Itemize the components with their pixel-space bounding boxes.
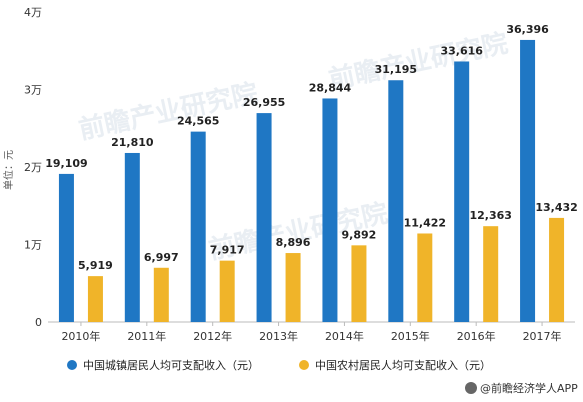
rural-income-bar bbox=[549, 217, 565, 322]
x-tick-label: 2011年 bbox=[127, 329, 166, 343]
watermark-text: 前瞻产业研究院 bbox=[76, 78, 260, 146]
watermark-text: 前瞻产业研究院 bbox=[326, 28, 510, 96]
y-axis-label: 单位：元 bbox=[2, 150, 15, 190]
legend-urban-label: 中国城镇居民人均可支配收入（元） bbox=[83, 358, 259, 372]
rural-value-label: 5,919 bbox=[78, 259, 113, 272]
x-tick-label: 2012年 bbox=[193, 329, 232, 343]
urban-value-label: 36,396 bbox=[506, 23, 549, 36]
y-tick-label: 1万 bbox=[24, 239, 42, 252]
x-tick-label: 2017年 bbox=[523, 329, 562, 343]
urban-value-label: 21,810 bbox=[111, 136, 154, 149]
rural-value-label: 13,432 bbox=[535, 201, 577, 214]
urban-income-bar bbox=[520, 39, 536, 322]
legend: 中国城镇居民人均可支配收入（元） 中国农村居民人均可支配收入（元） bbox=[67, 358, 491, 372]
app-logo-icon bbox=[465, 382, 477, 394]
rural-income-bar bbox=[87, 276, 103, 322]
tick-labels: 0 1万 2万 3万 4万 2010年 2011年 2012年 2013年 2014年 2015年 2… bbox=[24, 6, 562, 343]
rural-value-label: 9,892 bbox=[342, 228, 377, 241]
x-tick-label: 2010年 bbox=[61, 329, 100, 343]
legend-urban-marker bbox=[67, 360, 77, 370]
urban-income-bar bbox=[322, 98, 338, 322]
rural-value-label: 12,363 bbox=[469, 209, 511, 222]
rural-income-bar bbox=[153, 267, 169, 322]
urban-income-bar bbox=[58, 173, 74, 322]
legend-rural-label: 中国农村居民人均可支配收入（元） bbox=[315, 358, 491, 372]
credit-text: @前瞻经济学人APP bbox=[480, 381, 578, 395]
urban-income-bar bbox=[454, 61, 470, 322]
bars bbox=[58, 39, 565, 323]
y-tick-label: 3万 bbox=[24, 84, 42, 97]
rural-value-label: 8,896 bbox=[276, 236, 311, 249]
urban-value-label: 33,616 bbox=[440, 44, 483, 57]
rural-income-bar bbox=[417, 233, 433, 322]
urban-value-label: 19,109 bbox=[45, 157, 87, 170]
credit-group: @前瞻经济学人APP bbox=[465, 381, 578, 395]
rural-value-label: 7,917 bbox=[210, 244, 245, 257]
rural-value-label: 11,422 bbox=[404, 216, 446, 229]
x-tick-label: 2015年 bbox=[391, 329, 430, 343]
urban-value-label: 28,844 bbox=[309, 81, 352, 94]
x-tick-label: 2013年 bbox=[259, 329, 298, 343]
urban-value-label: 31,195 bbox=[375, 63, 417, 76]
x-tick-label: 2016年 bbox=[457, 329, 496, 343]
rural-income-bar bbox=[285, 253, 301, 322]
urban-income-bar bbox=[124, 152, 140, 322]
urban-value-label: 24,565 bbox=[177, 115, 219, 128]
urban-income-bar bbox=[388, 80, 404, 323]
urban-value-label: 26,955 bbox=[243, 96, 285, 109]
legend-rural-marker bbox=[299, 360, 309, 370]
rural-income-bar bbox=[351, 245, 367, 322]
data-labels: 19,109 5,919 21,810 6,997 24,565 7,917 26,955 8… bbox=[45, 23, 578, 272]
rural-income-bar bbox=[219, 260, 235, 322]
x-tick-label: 2014年 bbox=[325, 329, 364, 343]
y-tick-label: 0 bbox=[35, 316, 42, 329]
y-tick-label: 4万 bbox=[24, 6, 42, 19]
urban-income-bar bbox=[256, 113, 272, 322]
urban-income-bar bbox=[190, 131, 206, 322]
rural-value-label: 6,997 bbox=[144, 251, 179, 264]
rural-income-bar bbox=[483, 226, 499, 322]
y-tick-label: 2万 bbox=[24, 161, 42, 174]
